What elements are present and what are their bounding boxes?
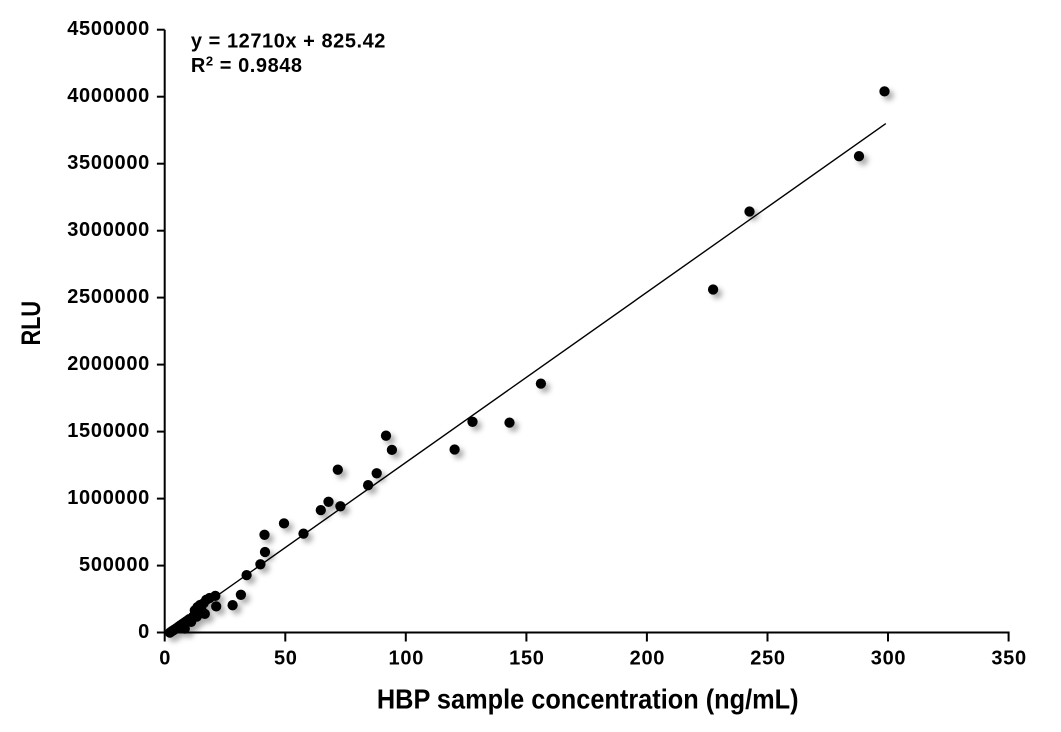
svg-text:1000000: 1000000 bbox=[67, 487, 150, 509]
svg-text:150: 150 bbox=[509, 647, 544, 669]
svg-text:y = 12710x + 825.42: y = 12710x + 825.42 bbox=[191, 31, 386, 53]
svg-text:300: 300 bbox=[871, 647, 906, 669]
svg-text:R2 = 0.9848: R2 = 0.9848 bbox=[191, 54, 303, 77]
svg-text:3500000: 3500000 bbox=[67, 152, 150, 174]
svg-text:0: 0 bbox=[138, 621, 150, 643]
svg-text:RLU: RLU bbox=[17, 301, 47, 346]
svg-text:100: 100 bbox=[389, 647, 424, 669]
svg-text:0: 0 bbox=[159, 647, 171, 669]
svg-text:3000000: 3000000 bbox=[67, 219, 150, 241]
svg-text:500000: 500000 bbox=[79, 554, 150, 576]
svg-text:4500000: 4500000 bbox=[67, 18, 150, 40]
svg-text:200: 200 bbox=[630, 647, 665, 669]
svg-text:2500000: 2500000 bbox=[67, 286, 150, 308]
svg-text:2000000: 2000000 bbox=[67, 353, 150, 375]
svg-text:50: 50 bbox=[274, 647, 298, 669]
svg-text:HBP sample concentration (ng/m: HBP sample concentration (ng/mL) bbox=[377, 683, 799, 714]
svg-text:1500000: 1500000 bbox=[67, 420, 150, 442]
svg-text:4000000: 4000000 bbox=[67, 85, 150, 107]
svg-text:250: 250 bbox=[750, 647, 785, 669]
svg-text:350: 350 bbox=[991, 647, 1026, 669]
